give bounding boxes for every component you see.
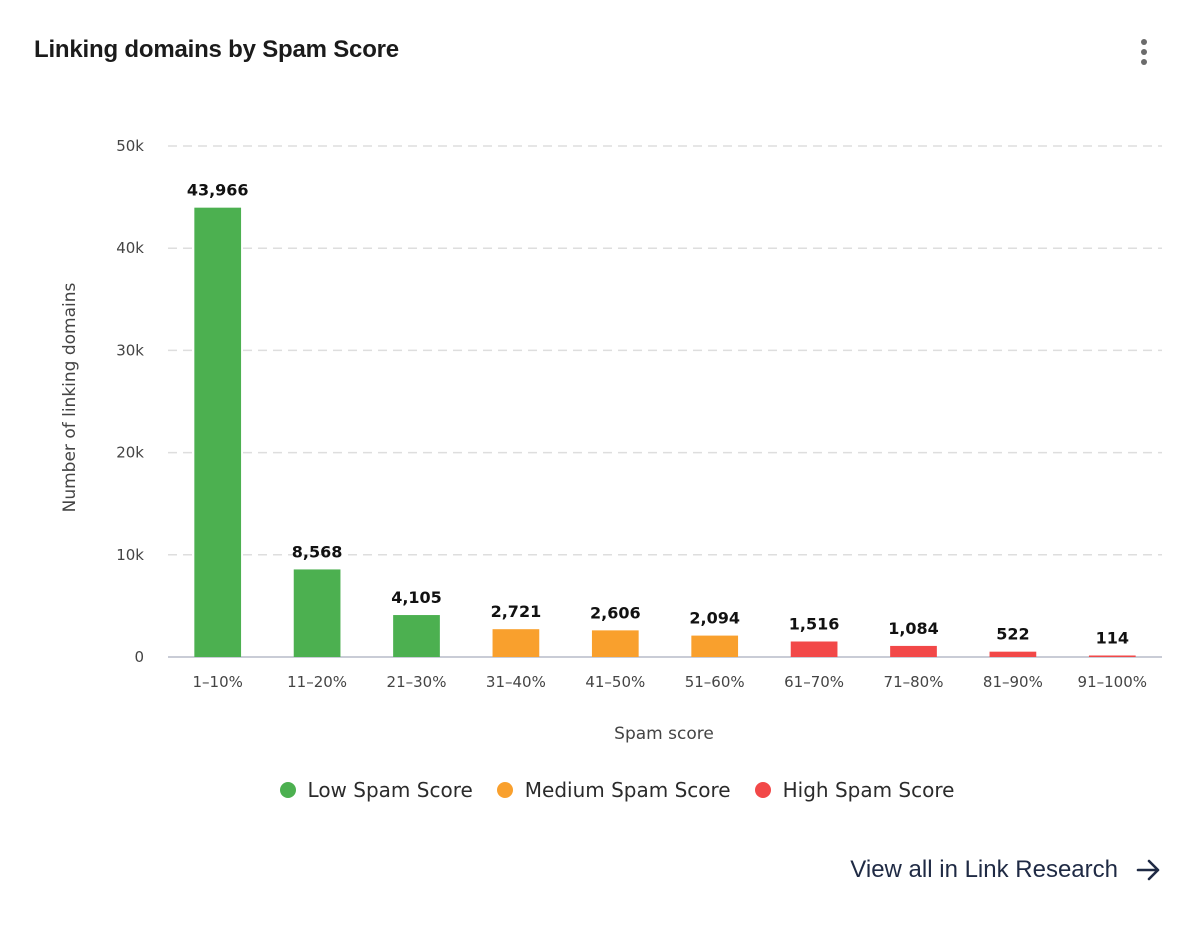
- bar-9: [989, 651, 1037, 657]
- y-tick-label: 10k: [116, 546, 144, 564]
- x-tick-label: 51–60%: [685, 673, 745, 691]
- legend-label-low: Low Spam Score: [307, 778, 473, 802]
- bar-5: [591, 630, 639, 657]
- legend-item-high[interactable]: High Spam Score: [754, 778, 955, 802]
- bar-3: [393, 615, 440, 657]
- bar-8: [890, 645, 937, 657]
- kebab-dot: [1141, 59, 1147, 65]
- data-label: 114: [1096, 629, 1129, 648]
- data-label: 1,516: [789, 615, 840, 634]
- card-title: Linking domains by Spam Score: [34, 36, 399, 63]
- kebab-dot: [1141, 39, 1147, 45]
- data-label: 2,606: [590, 603, 641, 622]
- kebab-dot: [1141, 49, 1147, 55]
- x-axis-title: Spam score: [614, 724, 714, 744]
- data-label: 1,084: [888, 619, 939, 638]
- legend-item-low[interactable]: Low Spam Score: [279, 778, 473, 802]
- data-label: 8,568: [292, 542, 343, 561]
- legend-dot-medium: [496, 782, 513, 798]
- kebab-vertical-icon[interactable]: [1130, 36, 1158, 68]
- y-tick-label: 30k: [116, 341, 144, 359]
- x-tick-label: 71–80%: [884, 673, 944, 691]
- bar-2: [293, 569, 341, 657]
- bar-4: [492, 629, 540, 657]
- legend-item-medium[interactable]: Medium Spam Score: [496, 778, 731, 802]
- y-axis-title: Number of linking domains: [60, 282, 80, 512]
- bar-7: [790, 641, 838, 657]
- data-label: 2,094: [689, 609, 740, 628]
- x-tick-label: 41–50%: [585, 673, 645, 691]
- data-label: 4,105: [391, 588, 442, 607]
- x-tick-label: 81–90%: [983, 673, 1043, 691]
- view-all-label: View all in Link Research: [850, 856, 1118, 883]
- legend-label-medium: Medium Spam Score: [524, 778, 731, 802]
- bar-1: [194, 207, 242, 657]
- y-tick-label: 50k: [116, 137, 144, 155]
- x-tick-label: 21–30%: [387, 673, 447, 691]
- legend-dot-low: [279, 782, 296, 798]
- view-all-link[interactable]: View all in Link Research: [850, 856, 1162, 884]
- spam-score-bar-chart: 0 10k 20k 30k 40k 50k 43,966 1–10% 8,568 11–20% 4,…: [60, 137, 1162, 744]
- x-tick-label: 61–70%: [784, 673, 844, 691]
- arrow-right-icon: [1136, 859, 1160, 881]
- legend-label-high: High Spam Score: [782, 778, 955, 802]
- data-label: 522: [996, 625, 1029, 644]
- x-tick-label: 31–40%: [486, 673, 546, 691]
- x-tick-label: 91–100%: [1078, 673, 1147, 691]
- data-label: 2,721: [491, 602, 542, 621]
- legend-dot-high: [754, 782, 771, 798]
- y-tick-label: 40k: [116, 239, 144, 257]
- data-label: 43,966: [187, 181, 249, 200]
- x-tick-label: 11–20%: [287, 673, 347, 691]
- y-tick-label: 0: [134, 648, 144, 666]
- chart-legend: Low Spam Score Medium Spam Score High Sp…: [0, 778, 1200, 802]
- bar-10: [1088, 655, 1136, 657]
- bar-6: [691, 635, 739, 657]
- x-tick-label: 1–10%: [193, 673, 243, 691]
- y-tick-label: 20k: [116, 444, 144, 462]
